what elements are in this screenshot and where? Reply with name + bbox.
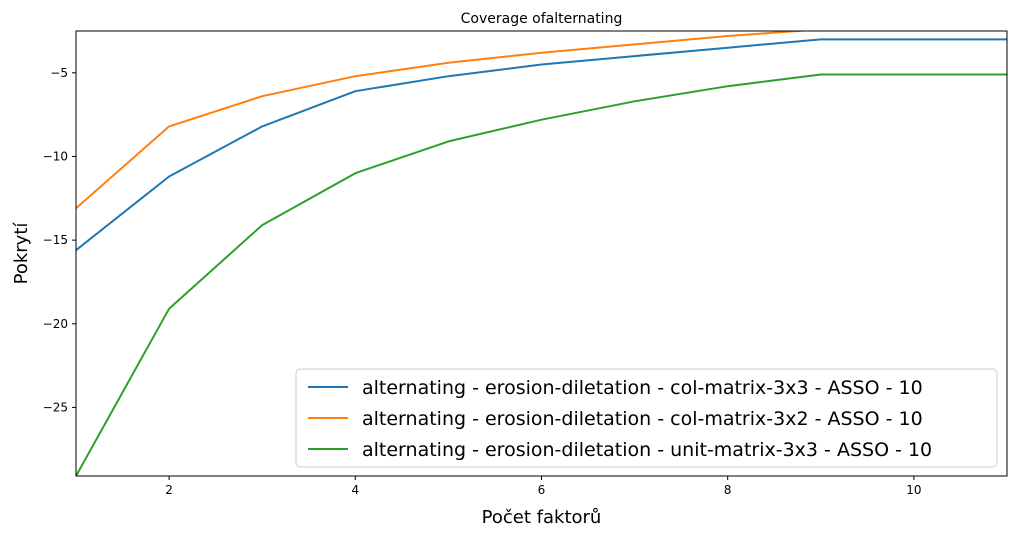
x-axis-ticks: 2 4 6 8 10 — [165, 476, 922, 497]
x-tick-label: 4 — [351, 483, 359, 497]
y-tick-label: −10 — [43, 149, 68, 163]
plot-lines — [76, 31, 1007, 476]
y-tick-label: −25 — [43, 400, 68, 414]
series-line-2 — [76, 31, 812, 210]
legend-label-1: alternating - erosion-diletation - col-m… — [362, 377, 923, 399]
x-axis-title: Počet faktorů — [482, 507, 602, 528]
y-tick-label: −20 — [43, 317, 68, 331]
x-tick-label: 10 — [906, 483, 921, 497]
series-line-3 — [76, 73, 1007, 476]
chart-title: Coverage ofalternating — [461, 11, 623, 27]
x-tick-label: 8 — [724, 483, 732, 497]
x-tick-label: 2 — [165, 483, 173, 497]
legend-label-3: alternating - erosion-diletation - unit-… — [362, 439, 932, 461]
y-tick-label: −15 — [43, 233, 68, 247]
legend-box — [295, 368, 998, 468]
y-axis-title: Pokrytí — [11, 222, 32, 285]
y-tick-label: −5 — [50, 66, 68, 80]
y-axis-ticks: −25 −20 −15 −10 −5 — [43, 66, 76, 414]
legend-label-2: alternating - erosion-diletation - col-m… — [362, 408, 923, 430]
legend: alternating - erosion-diletation - col-m… — [295, 368, 998, 468]
x-tick-label: 6 — [538, 483, 546, 497]
series-line-1 — [76, 38, 1007, 251]
